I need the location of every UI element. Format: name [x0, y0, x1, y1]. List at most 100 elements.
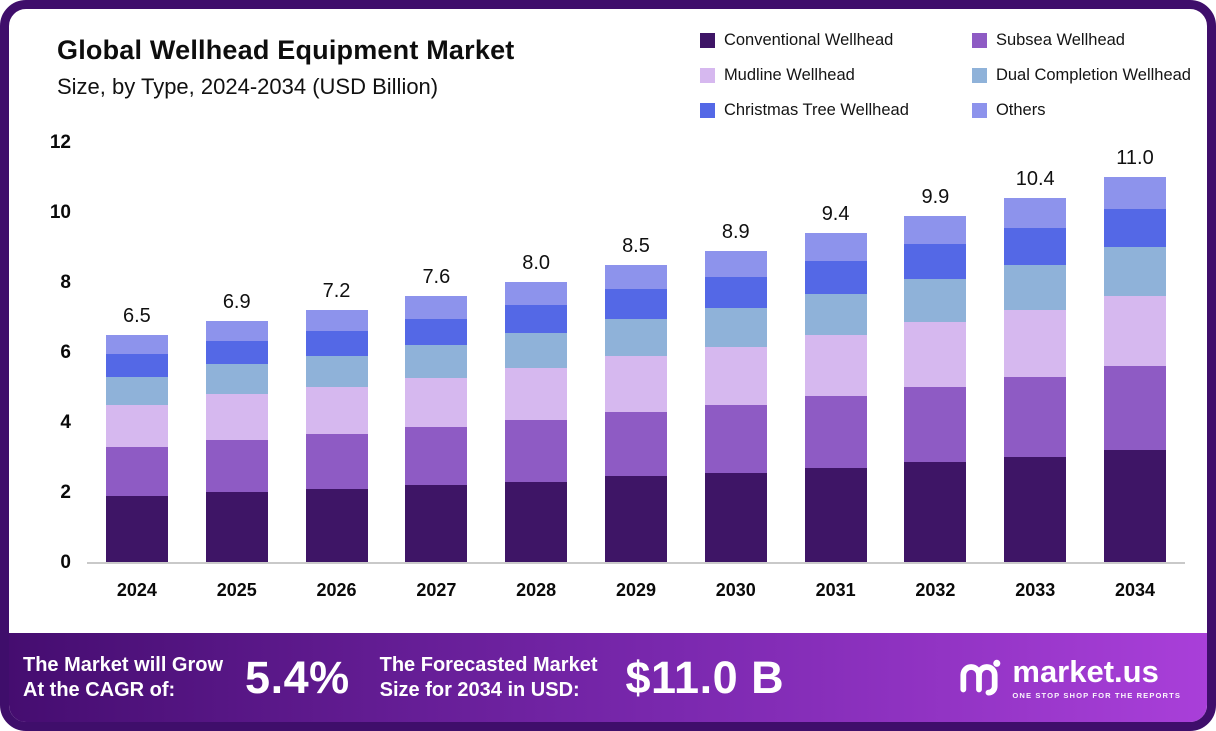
- legend-item: Christmas Tree Wellhead: [699, 101, 972, 120]
- y-tick-label: 0: [60, 552, 71, 573]
- bar-segment: [305, 331, 368, 356]
- bar-segment: [804, 334, 867, 396]
- stacked-bar: [205, 320, 268, 562]
- bar-segment: [604, 411, 667, 477]
- brand-block: market.us ONE STOP SHOP FOR THE REPORTS: [956, 655, 1181, 701]
- bar-segment: [604, 318, 667, 356]
- bar-total-label: 8.0: [522, 252, 551, 274]
- bar-segment: [205, 394, 268, 440]
- bar-segment: [604, 289, 667, 319]
- x-tick-label: 2028: [516, 580, 557, 600]
- plot-area: 6.5 6.9 7.2 7.6 8.0 8.5 8.9 9.4 9.9 10.4 11.0: [87, 144, 1185, 564]
- bar-segment: [904, 215, 967, 244]
- bar-segment: [505, 304, 568, 333]
- x-tick-label: 2027: [416, 580, 457, 600]
- chart-titles: Global Wellhead Equipment Market Size, b…: [57, 25, 514, 100]
- bar-segment: [804, 294, 867, 335]
- y-tick-label: 8: [60, 272, 71, 293]
- bar-total-label: 8.9: [721, 220, 750, 243]
- bar-total-label: 11.0: [1116, 147, 1154, 169]
- legend-item: Others: [971, 101, 1191, 120]
- stacked-bar: [804, 233, 867, 562]
- bar-segment: [904, 462, 967, 562]
- stacked-bar: [704, 250, 767, 562]
- bar-segment: [904, 243, 967, 279]
- bar-total-label: 9.4: [821, 203, 850, 225]
- x-axis-labels: 2024 2025 2026 2027 2028 2029 2030 2031 2032 2033…: [87, 580, 1185, 601]
- bar-segment: [1004, 376, 1067, 457]
- bar-segment: [704, 346, 767, 405]
- stacked-bar: [105, 334, 168, 562]
- bar-segment: [305, 387, 368, 435]
- bar-segment: [1004, 198, 1067, 228]
- bar-segment: [205, 320, 268, 341]
- stacked-bar: [604, 264, 667, 562]
- bar-segment: [704, 472, 767, 562]
- legend-label: Conventional Wellhead: [723, 31, 894, 49]
- bar-segment: [1004, 264, 1067, 310]
- legend-swatch-icon: [699, 103, 715, 118]
- bar-total-label: 6.5: [123, 304, 151, 327]
- bar-segment: [105, 353, 168, 377]
- stacked-bar: [1104, 177, 1167, 562]
- bar-segment: [305, 488, 368, 562]
- bar-segment: [1104, 177, 1167, 209]
- bar-segment: [505, 367, 568, 421]
- legend-item: Conventional Wellhead: [699, 31, 972, 50]
- bar-segment: [505, 332, 568, 368]
- bar-segment: [704, 308, 767, 347]
- x-tick-label: 2030: [715, 580, 756, 600]
- bar-group: 9.4: [786, 144, 886, 562]
- footer-forecast-label: The Forecasted Market Size for 2034 in U…: [380, 653, 598, 703]
- bar-segment: [105, 446, 168, 496]
- chart-area: 0 2 4 6 8 10 12 6.5 6.9 7.2 7.6 8.0 8.5 8.9 9.4 9.9 10.…: [25, 132, 1197, 573]
- bar-group: 8.0: [486, 144, 586, 562]
- bar-segment: [604, 355, 667, 412]
- bar-segment: [704, 276, 767, 309]
- bar-total-label: 6.9: [222, 290, 251, 313]
- bar-group: 10.4: [985, 144, 1085, 562]
- legend-swatch-icon: [699, 33, 715, 48]
- legend-label: Others: [995, 101, 1046, 119]
- bar-segment: [405, 318, 468, 345]
- brand-tagline: ONE STOP SHOP FOR THE REPORTS: [1012, 690, 1181, 700]
- bar-segment: [405, 378, 468, 428]
- legend-swatch-icon: [971, 103, 987, 118]
- legend-item: Subsea Wellhead: [971, 31, 1191, 50]
- bar-segment: [505, 481, 568, 562]
- bar-segment: [205, 364, 268, 394]
- bar-segment: [505, 420, 568, 482]
- bar-segment: [904, 278, 967, 323]
- bar-total-label: 10.4: [1015, 168, 1055, 190]
- chart-panel: Global Wellhead Equipment Market Size, b…: [9, 9, 1207, 633]
- footer-forecast-value: $11.0 B: [625, 651, 785, 703]
- bar-total-label: 8.5: [622, 234, 650, 257]
- y-axis: 0 2 4 6 8 10 12: [25, 132, 87, 573]
- legend-label: Mudline Wellhead: [723, 66, 855, 84]
- bar-segment: [904, 387, 967, 463]
- bar-segment: [105, 376, 168, 405]
- bar-segment: [105, 334, 168, 354]
- bar-segment: [405, 296, 468, 319]
- bar-segment: [205, 439, 268, 492]
- brand-text: market.us ONE STOP SHOP FOR THE REPORTS: [1012, 656, 1181, 700]
- bar-segment: [604, 264, 667, 289]
- x-tick-label: 2029: [615, 580, 656, 600]
- stacked-bar: [1004, 198, 1067, 562]
- bar-segment: [305, 310, 368, 331]
- bar-segment: [1104, 208, 1167, 247]
- bar-segment: [305, 355, 368, 387]
- legend-swatch-icon: [699, 68, 715, 83]
- bar-total-label: 7.2: [322, 280, 351, 302]
- y-tick-label: 12: [49, 132, 71, 153]
- footer-cagr-label-line1: The Market will Grow: [23, 653, 224, 676]
- x-tick-label: 2025: [216, 580, 257, 600]
- footer-banner: The Market will Grow At the CAGR of: 5.4…: [9, 633, 1207, 722]
- chart-legend: Conventional Wellhead Subsea Wellhead Mudl…: [699, 25, 1191, 120]
- x-tick-label: 2033: [1015, 580, 1056, 600]
- bar-segment: [105, 495, 168, 562]
- legend-label: Christmas Tree Wellhead: [723, 101, 909, 119]
- bar-segment: [1104, 366, 1167, 450]
- legend-item: Mudline Wellhead: [699, 66, 972, 85]
